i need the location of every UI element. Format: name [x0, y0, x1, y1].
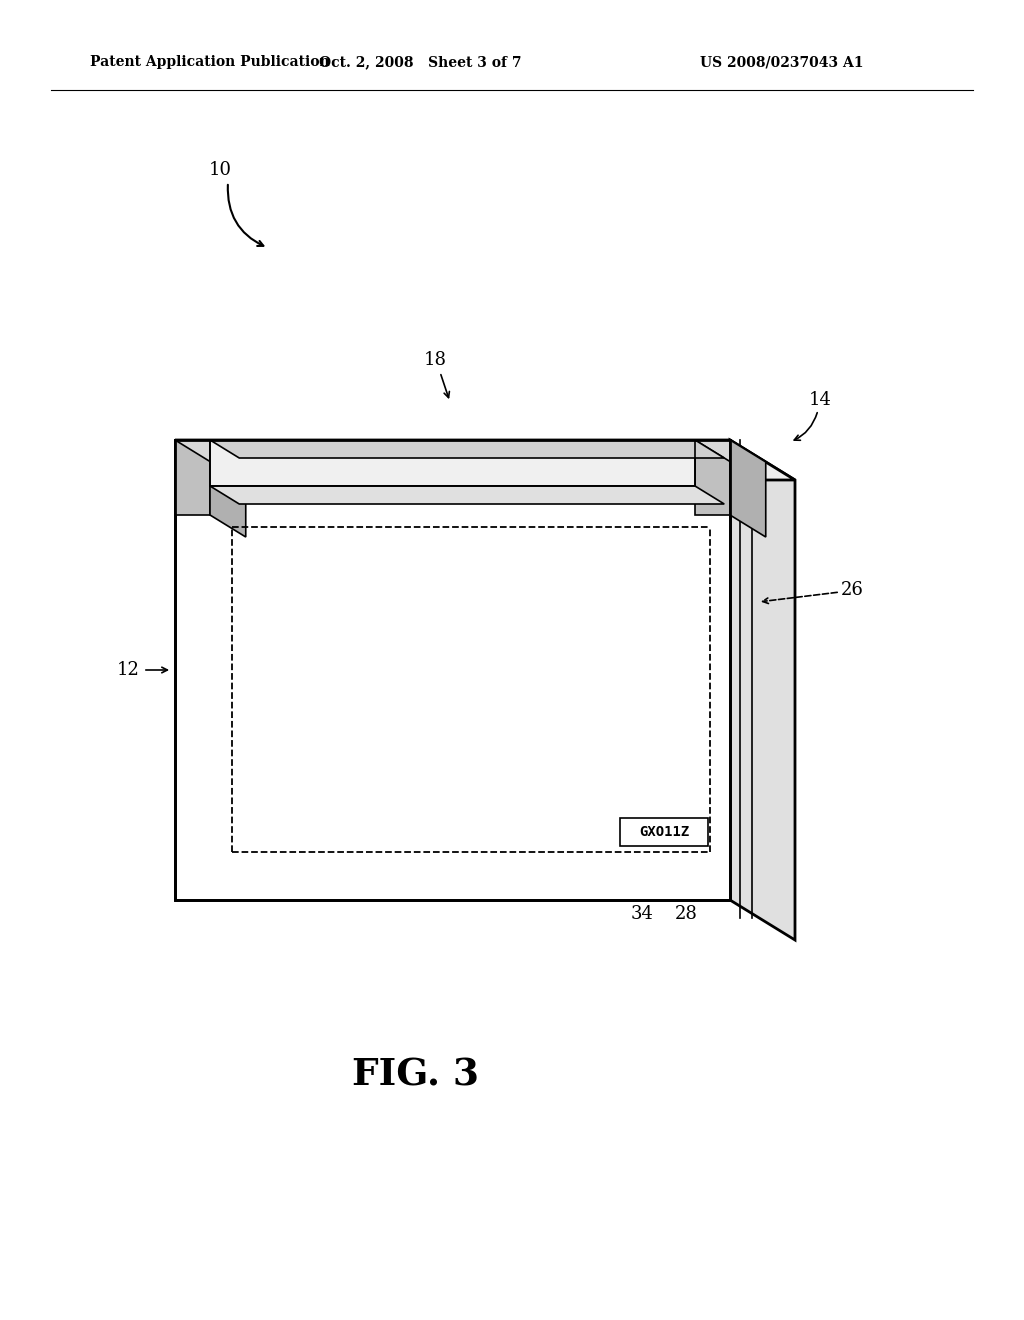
Text: 14: 14 — [809, 391, 831, 409]
Text: US 2008/0237043 A1: US 2008/0237043 A1 — [700, 55, 863, 69]
Polygon shape — [175, 440, 795, 480]
Text: Patent Application Publication: Patent Application Publication — [90, 55, 330, 69]
Polygon shape — [210, 440, 246, 537]
Text: 18: 18 — [424, 351, 446, 370]
Text: Oct. 2, 2008   Sheet 3 of 7: Oct. 2, 2008 Sheet 3 of 7 — [318, 55, 521, 69]
Text: GXO11Z: GXO11Z — [639, 825, 689, 840]
Bar — [175, 440, 730, 900]
Polygon shape — [210, 486, 724, 504]
Text: FIG. 3: FIG. 3 — [351, 1056, 478, 1093]
Text: 12: 12 — [117, 661, 139, 678]
Bar — [695, 440, 730, 515]
Polygon shape — [730, 440, 766, 537]
Text: 10: 10 — [209, 161, 231, 180]
Polygon shape — [210, 440, 724, 458]
Polygon shape — [730, 440, 795, 940]
Polygon shape — [175, 440, 246, 462]
Bar — [175, 440, 210, 515]
Bar — [620, 818, 708, 846]
Text: 34: 34 — [631, 906, 653, 923]
Bar — [175, 440, 730, 900]
Text: 28: 28 — [675, 906, 697, 923]
Bar — [210, 440, 695, 486]
Polygon shape — [695, 440, 766, 462]
Text: 26: 26 — [841, 581, 863, 599]
